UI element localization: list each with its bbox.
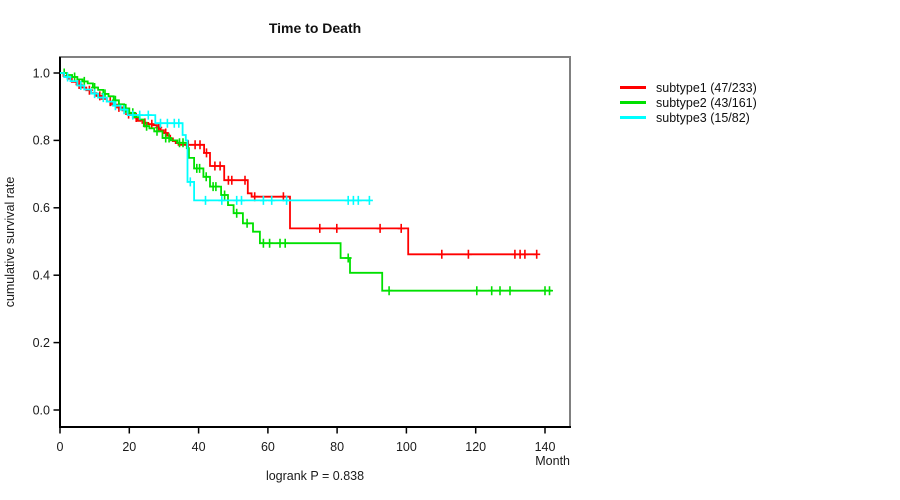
legend-item-subtype1: subtype1 (47/233) bbox=[620, 80, 757, 95]
y-tick-label: 1.0 bbox=[33, 66, 50, 80]
legend-label-subtype1: subtype1 (47/233) bbox=[656, 80, 757, 95]
survival-curve-subtype3 bbox=[60, 72, 371, 202]
survival-curve-subtype1 bbox=[60, 72, 537, 256]
x-tick-label: 140 bbox=[535, 440, 556, 454]
y-tick-label: 0.4 bbox=[33, 269, 50, 283]
censor-marks-subtype2 bbox=[60, 68, 553, 296]
legend-label-subtype3: subtype3 (15/82) bbox=[656, 110, 750, 125]
x-tick-label: 120 bbox=[465, 440, 486, 454]
y-tick-label: 0.8 bbox=[33, 134, 50, 148]
legend-item-subtype3: subtype3 (15/82) bbox=[620, 110, 757, 125]
x-tick-label: 60 bbox=[261, 440, 275, 454]
legend: subtype1 (47/233) subtype2 (43/161) subt… bbox=[620, 80, 757, 125]
legend-swatch-subtype2 bbox=[620, 101, 646, 104]
censor-marks-subtype1 bbox=[75, 80, 541, 259]
x-tick-label: 80 bbox=[330, 440, 344, 454]
x-axis-label: Month bbox=[535, 454, 570, 468]
y-tick-label: 0.0 bbox=[33, 403, 50, 417]
x-tick-label: 0 bbox=[57, 440, 64, 454]
y-tick-label: 0.6 bbox=[33, 201, 50, 215]
legend-label-subtype2: subtype2 (43/161) bbox=[656, 95, 757, 110]
x-tick-label: 100 bbox=[396, 440, 417, 454]
legend-item-subtype2: subtype2 (43/161) bbox=[620, 95, 757, 110]
x-tick-label: 40 bbox=[192, 440, 206, 454]
y-tick-label: 0.2 bbox=[33, 336, 50, 350]
survival-curve-subtype2 bbox=[60, 72, 552, 292]
censor-marks-subtype3 bbox=[64, 72, 373, 205]
chart-title: Time to Death bbox=[268, 20, 362, 36]
legend-swatch-subtype1 bbox=[620, 86, 646, 89]
x-tick-label: 20 bbox=[122, 440, 136, 454]
logrank-annotation: logrank P = 0.838 bbox=[265, 469, 365, 483]
legend-swatch-subtype3 bbox=[620, 116, 646, 119]
